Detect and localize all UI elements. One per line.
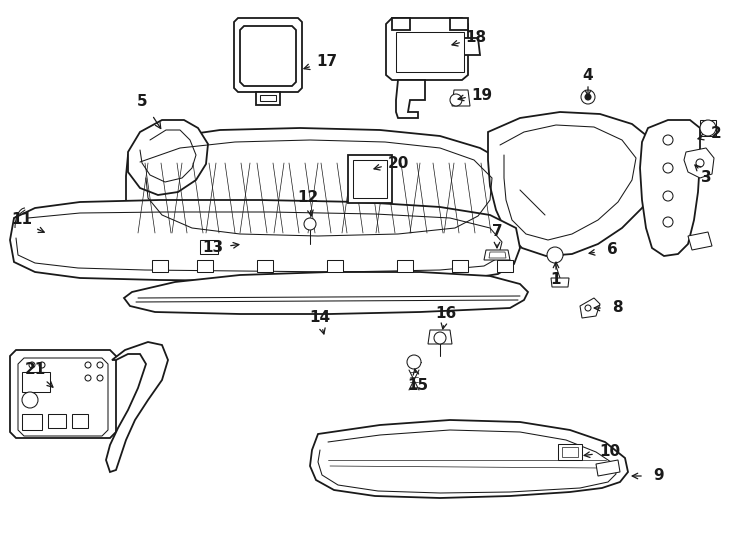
Polygon shape: [551, 278, 569, 287]
Text: 21: 21: [24, 362, 46, 377]
Circle shape: [585, 305, 591, 311]
Circle shape: [663, 135, 673, 145]
Polygon shape: [484, 250, 510, 260]
Polygon shape: [10, 200, 520, 282]
Polygon shape: [197, 260, 213, 272]
Polygon shape: [327, 260, 343, 272]
Polygon shape: [152, 260, 168, 272]
Circle shape: [29, 362, 35, 368]
Text: 18: 18: [465, 30, 487, 45]
Bar: [200, 240, 218, 254]
Polygon shape: [580, 298, 600, 318]
Circle shape: [85, 375, 91, 381]
Circle shape: [85, 362, 91, 368]
Polygon shape: [428, 330, 452, 344]
Polygon shape: [558, 444, 582, 460]
Polygon shape: [106, 342, 168, 472]
Polygon shape: [450, 18, 468, 30]
Text: 13: 13: [203, 240, 224, 255]
Circle shape: [547, 247, 563, 263]
Text: 1: 1: [550, 273, 562, 287]
Text: 17: 17: [316, 55, 338, 70]
Polygon shape: [684, 148, 714, 178]
Text: 16: 16: [435, 306, 457, 321]
Text: 3: 3: [701, 171, 711, 186]
Text: 15: 15: [407, 377, 429, 393]
Polygon shape: [489, 252, 506, 258]
Circle shape: [97, 375, 103, 381]
Polygon shape: [640, 120, 700, 256]
Polygon shape: [596, 460, 620, 476]
Polygon shape: [10, 350, 116, 438]
Circle shape: [581, 90, 595, 104]
Circle shape: [22, 392, 38, 408]
Circle shape: [39, 362, 45, 368]
Polygon shape: [240, 26, 296, 86]
Polygon shape: [18, 358, 108, 436]
Polygon shape: [462, 38, 480, 55]
Circle shape: [663, 163, 673, 173]
Polygon shape: [386, 18, 468, 80]
Text: 6: 6: [606, 242, 617, 258]
Circle shape: [663, 191, 673, 201]
Text: 5: 5: [137, 94, 148, 110]
Circle shape: [97, 362, 103, 368]
Text: 7: 7: [492, 225, 502, 240]
Text: 9: 9: [654, 469, 664, 483]
Polygon shape: [452, 90, 470, 106]
Polygon shape: [126, 128, 526, 256]
Text: 11: 11: [12, 213, 32, 227]
Text: 12: 12: [297, 191, 319, 206]
Polygon shape: [392, 18, 410, 30]
Bar: [396, 32, 464, 72]
Polygon shape: [128, 120, 208, 195]
Text: 4: 4: [583, 68, 593, 83]
Polygon shape: [124, 272, 528, 314]
Bar: [22, 372, 50, 392]
Bar: [348, 155, 392, 203]
Polygon shape: [256, 92, 280, 105]
Polygon shape: [234, 18, 302, 92]
Text: 14: 14: [310, 309, 330, 325]
Bar: [562, 447, 578, 457]
Circle shape: [585, 94, 591, 100]
Polygon shape: [396, 80, 425, 118]
Circle shape: [407, 355, 421, 369]
Circle shape: [696, 159, 704, 167]
Bar: [353, 160, 387, 198]
Text: 19: 19: [471, 87, 493, 103]
Circle shape: [663, 217, 673, 227]
Text: 10: 10: [600, 444, 620, 460]
Polygon shape: [257, 260, 273, 272]
Polygon shape: [700, 120, 716, 136]
Circle shape: [434, 332, 446, 344]
Bar: [22, 414, 42, 430]
Polygon shape: [688, 232, 712, 250]
Circle shape: [450, 94, 462, 106]
Text: 20: 20: [388, 156, 409, 171]
Text: 2: 2: [711, 125, 722, 140]
Polygon shape: [310, 420, 628, 498]
Polygon shape: [488, 112, 660, 256]
Polygon shape: [497, 260, 513, 272]
Polygon shape: [452, 260, 468, 272]
Circle shape: [700, 120, 716, 136]
Bar: [260, 95, 276, 101]
Bar: [72, 414, 88, 428]
Polygon shape: [397, 260, 413, 272]
Text: 8: 8: [611, 300, 622, 315]
Circle shape: [304, 218, 316, 230]
Bar: [48, 414, 66, 428]
